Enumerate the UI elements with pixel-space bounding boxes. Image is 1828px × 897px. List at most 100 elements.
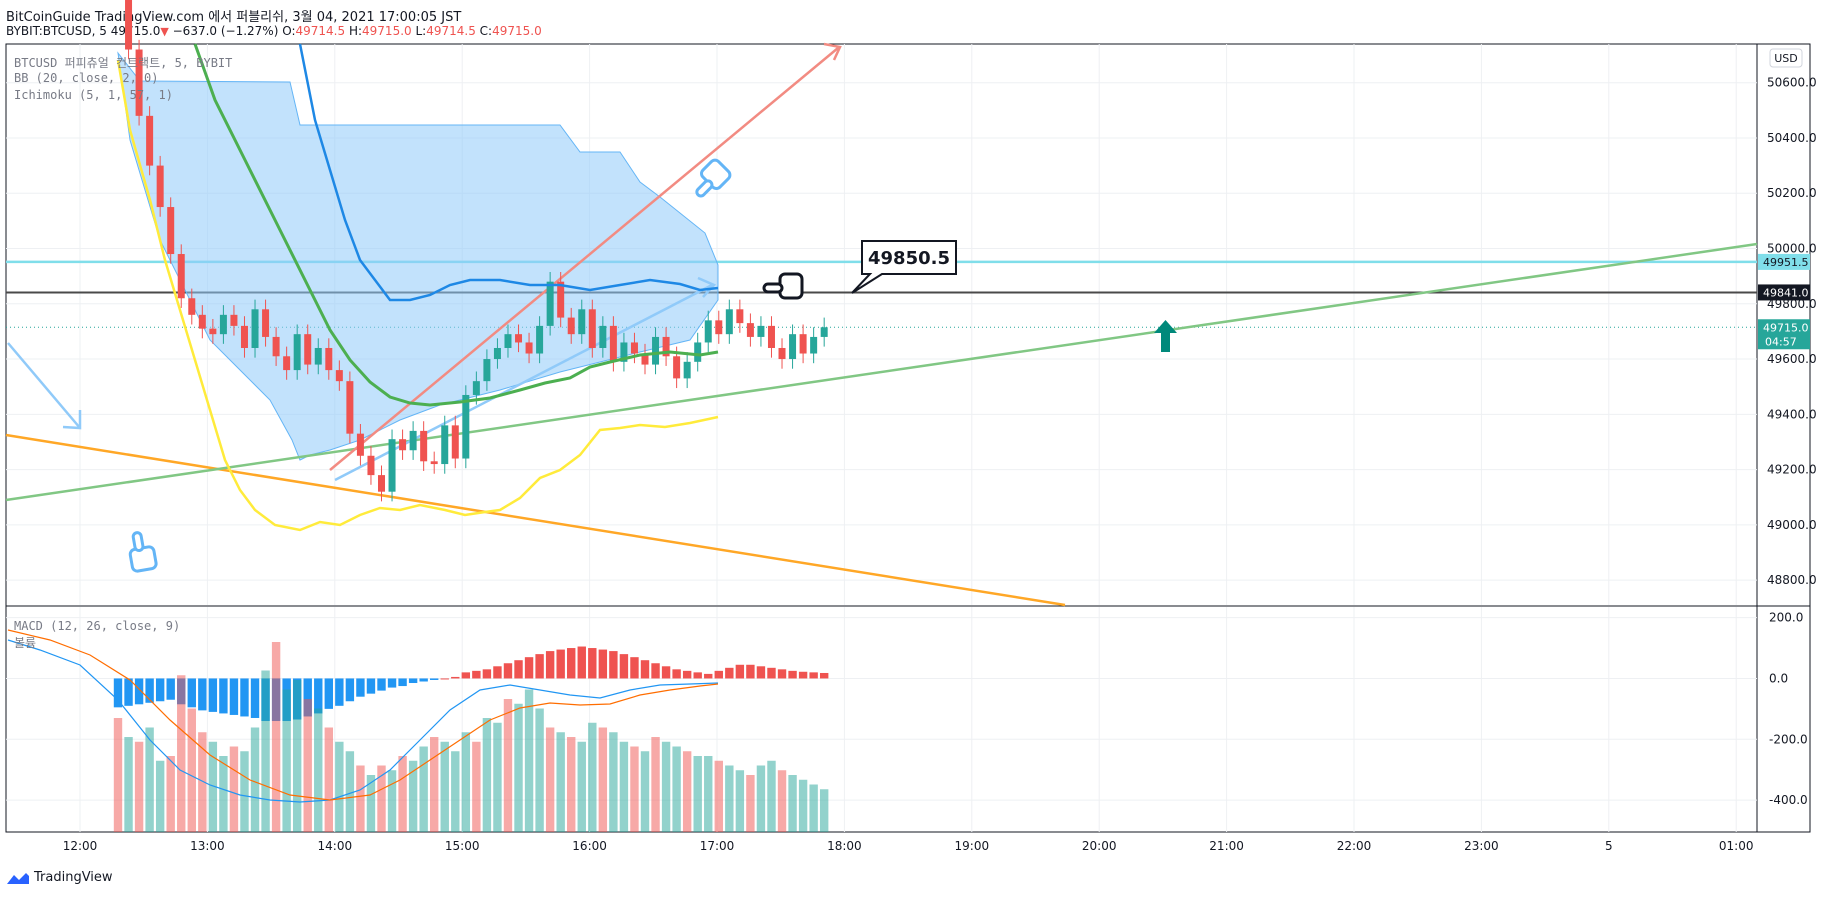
volume-bar — [577, 741, 586, 832]
low-label: L: — [415, 24, 427, 38]
volume-bar — [503, 699, 513, 832]
candle-body — [451, 425, 459, 459]
candle-body — [757, 325, 765, 337]
candle-body — [820, 327, 828, 337]
candle-body — [240, 325, 248, 348]
price-label-box — [1758, 284, 1810, 301]
candle-body — [683, 361, 691, 379]
hand-finger — [762, 282, 784, 294]
legend-macd[interactable]: MACD (12, 26, close, 9) — [14, 619, 181, 633]
price-tick-label: 50000.0 — [1767, 242, 1817, 256]
time-tick-label: 13:00 — [190, 839, 225, 853]
macd-histogram-bar — [377, 678, 386, 691]
legend-ichimoku[interactable]: Ichimoku (5, 1, 57, 1) — [14, 88, 173, 102]
volume-bar — [619, 741, 629, 832]
candle-body — [567, 317, 575, 335]
macd-histogram-bar — [155, 678, 165, 702]
volume-bar — [567, 737, 576, 832]
candle-body — [715, 320, 723, 335]
symbol-name: BYBIT:BTCUSD, 5 — [6, 24, 107, 38]
volume-bar — [229, 746, 239, 832]
macd-histogram-bar — [788, 670, 797, 679]
volume-bar — [609, 732, 618, 832]
volume-bar — [303, 699, 312, 832]
time-tick-label: 19:00 — [955, 839, 990, 853]
candle-body — [546, 281, 554, 326]
volume-bar — [398, 756, 407, 832]
time-tick-label: 17:00 — [700, 839, 735, 853]
time-tick-label: 23:00 — [1464, 839, 1499, 853]
legend-bb[interactable]: BB (20, close, 2, 0) — [14, 71, 159, 85]
time-tick-label: 18:00 — [827, 839, 862, 853]
candle-body — [378, 475, 385, 492]
volume-bar — [461, 732, 471, 832]
volume-bar — [208, 741, 218, 832]
candle-body — [399, 439, 407, 451]
candle-body — [662, 336, 670, 357]
macd-histogram-bar — [535, 654, 544, 679]
macd-histogram-bar — [451, 676, 460, 679]
trend-line-green — [5, 242, 1758, 502]
price-label-text: 49715.0 — [1763, 321, 1809, 334]
volume-bar — [788, 775, 797, 832]
brand-footer[interactable]: TradingView — [6, 870, 113, 885]
candle-body — [293, 334, 301, 371]
time-tick-label: 15:00 — [445, 839, 480, 853]
candle-body — [430, 461, 438, 465]
candle-body — [262, 309, 270, 337]
callout-box — [851, 240, 957, 294]
candle-body — [673, 356, 681, 379]
macd-histogram-bar — [461, 672, 471, 679]
macd-histogram-bar — [619, 654, 629, 679]
volume-bar — [198, 732, 207, 832]
macd-histogram-bar — [735, 664, 745, 679]
arrow-line-lightblue — [7, 342, 81, 429]
volume-bar — [472, 741, 481, 832]
volume-bar — [798, 779, 808, 832]
macd-histogram-bar — [588, 648, 597, 679]
volume-bar — [187, 708, 196, 832]
volume-bar — [514, 703, 523, 832]
ichimoku-base-line — [193, 43, 719, 407]
candle-body — [325, 347, 333, 371]
macd-histogram-bar — [408, 678, 418, 684]
price-tick-label: 49200.0 — [1767, 463, 1817, 477]
volume-bar — [725, 765, 734, 832]
macd-histogram-bar — [682, 670, 692, 679]
volume-bar — [356, 765, 365, 832]
ichimoku-cloud — [117, 51, 719, 461]
volume-bar — [809, 784, 818, 832]
volume-bar — [493, 722, 502, 832]
volume-bar — [155, 760, 165, 832]
candle-body — [283, 356, 291, 371]
macd-tick-label: -400.0 — [1769, 793, 1808, 807]
volume-bar — [366, 775, 376, 832]
candle-body — [536, 325, 544, 354]
macd-histogram-bar — [303, 678, 312, 717]
macd-histogram-bar — [545, 651, 555, 679]
candle-body — [493, 347, 501, 360]
macd-histogram-bar — [556, 649, 565, 679]
macd-histogram-bar — [472, 670, 481, 679]
macd-histogram-bar — [567, 648, 576, 679]
countdown-text: 04:57 — [1765, 335, 1797, 348]
candle-body — [767, 325, 775, 348]
macd-histogram-bar — [187, 678, 196, 708]
time-tick-label: 5 — [1605, 839, 1613, 853]
candle-body — [335, 370, 343, 382]
candle-body — [799, 334, 807, 354]
candle-body — [630, 342, 638, 354]
volume-bar — [693, 756, 702, 832]
candle-body — [177, 254, 185, 299]
macd-histogram-bar — [398, 678, 407, 687]
macd-histogram-bar — [704, 673, 713, 679]
candle-body — [209, 328, 217, 335]
macd-histogram-bar — [366, 678, 376, 694]
candle-body — [441, 425, 449, 465]
candle-body — [620, 342, 628, 362]
price-tick-label: 49600.0 — [1767, 352, 1817, 366]
legend-main[interactable]: BTCUSD 퍼피츄얼 컨트랙트, 5, BYBIT — [14, 56, 233, 70]
time-tick-label: 21:00 — [1209, 839, 1244, 853]
arrow-head-salmon — [823, 42, 842, 61]
